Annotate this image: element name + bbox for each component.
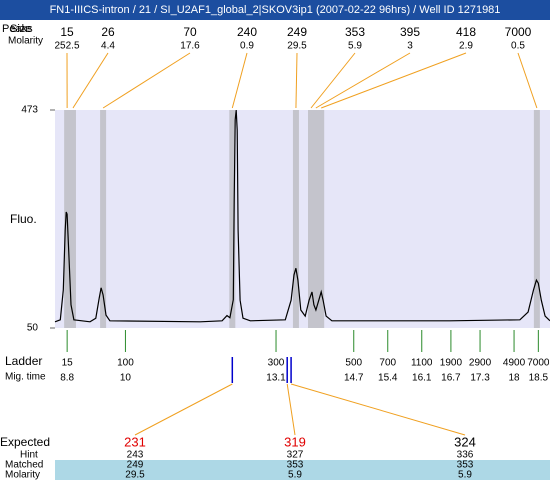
y-tick-label: 473 xyxy=(21,105,38,116)
peak-connector xyxy=(517,52,538,109)
matched-size: 353 xyxy=(457,460,474,471)
peak-size: 353 xyxy=(345,25,365,39)
expected-connector xyxy=(134,383,233,436)
peak-molarity: 5.9 xyxy=(348,41,362,52)
peak-size: 418 xyxy=(456,25,476,39)
ladder-size: 1900 xyxy=(440,358,463,369)
mig-time-label: Mig. time xyxy=(5,372,46,383)
peak-band xyxy=(69,110,76,328)
peak-molarity: 4.4 xyxy=(101,41,115,52)
ladder-time: 17.3 xyxy=(470,373,490,384)
ladder-size: 500 xyxy=(345,358,362,369)
peak-molarity: 252.5 xyxy=(54,41,79,52)
trace xyxy=(54,109,550,323)
ladder-time: 16.1 xyxy=(412,373,432,384)
ladder-size: 7000 xyxy=(527,358,550,369)
peak-molarity: 2.9 xyxy=(459,41,473,52)
header-title: FN1-IIICS-intron / 21 / SI_U2AF1_global_… xyxy=(50,4,501,16)
peak-band xyxy=(292,110,299,328)
matched-molarity: 5.9 xyxy=(288,470,302,480)
ladder-size: 700 xyxy=(379,358,396,369)
expected-connector xyxy=(286,383,296,436)
hint-size: 336 xyxy=(457,450,474,461)
peak-molarity: 3 xyxy=(407,41,413,52)
peak-connector xyxy=(231,52,248,109)
peak-molarity: 0.9 xyxy=(240,41,254,52)
ladder-time: 10 xyxy=(120,373,132,384)
peak-band xyxy=(312,110,319,328)
ladder-time: 8.8 xyxy=(60,373,74,384)
peak-connector xyxy=(315,52,411,109)
ladder-size: 100 xyxy=(117,358,134,369)
ladder-time: 16.7 xyxy=(441,373,461,384)
ladder-size: 1100 xyxy=(411,358,433,369)
peak-connector xyxy=(102,52,191,109)
peak-molarity: 0.5 xyxy=(511,41,525,52)
ladder-size: 2900 xyxy=(469,358,492,369)
peak-connector xyxy=(321,52,467,109)
matched-label: Matched xyxy=(5,460,43,471)
peak-molarity: 29.5 xyxy=(287,41,307,52)
hint-label: Hint xyxy=(20,450,38,461)
peak-size: 70 xyxy=(183,25,197,39)
peak-size: 7000 xyxy=(505,25,532,39)
peak-connector xyxy=(72,52,109,109)
peak-size: 395 xyxy=(400,25,420,39)
size-label: Size xyxy=(10,23,31,35)
ladder-time: 18 xyxy=(508,373,520,384)
peaks-label: Peaks xyxy=(2,23,33,35)
header-bar xyxy=(0,0,550,20)
ladder-time: 18.5 xyxy=(529,373,549,384)
peak-size: 240 xyxy=(237,25,257,39)
ladder-label: Ladder xyxy=(5,354,42,368)
peak-band xyxy=(318,110,325,328)
expected-connector xyxy=(290,383,466,436)
expected-size: 231 xyxy=(124,434,146,449)
hint-size: 327 xyxy=(287,450,304,461)
matched-size: 249 xyxy=(127,460,144,471)
plot-area xyxy=(55,110,550,328)
expected-size: 319 xyxy=(284,434,306,449)
peak-size: 15 xyxy=(60,25,74,39)
ladder-size: 15 xyxy=(62,358,74,369)
y-axis-label: Fluo. xyxy=(10,212,37,226)
peak-molarity: 17.6 xyxy=(180,41,200,52)
matched-molarity: 29.5 xyxy=(125,470,145,480)
hint-size: 243 xyxy=(127,450,144,461)
ladder-time: 14.7 xyxy=(344,373,364,384)
peak-connector xyxy=(295,52,298,109)
peak-band xyxy=(100,110,107,328)
peak-band xyxy=(533,110,540,328)
matched-molarity: 5.9 xyxy=(458,470,472,480)
peak-size: 249 xyxy=(287,25,307,39)
peak-size: 26 xyxy=(101,25,115,39)
ladder-size: 4900 xyxy=(503,358,526,369)
y-tick-label: 50 xyxy=(27,323,39,334)
peak-connector xyxy=(310,52,356,109)
expected-label: Expected xyxy=(0,435,50,449)
ladder-size: 300 xyxy=(268,358,285,369)
matched-band xyxy=(55,460,550,480)
peak-band xyxy=(308,110,315,328)
ladder-time: 13.1 xyxy=(266,373,286,384)
molarity-label: Molarity xyxy=(8,36,43,47)
peak-band xyxy=(229,110,236,328)
matched-size: 353 xyxy=(287,460,304,471)
expected-size: 324 xyxy=(454,434,476,449)
ladder-time: 15.4 xyxy=(378,373,398,384)
expected-molarity-label: Molarity xyxy=(5,470,40,480)
